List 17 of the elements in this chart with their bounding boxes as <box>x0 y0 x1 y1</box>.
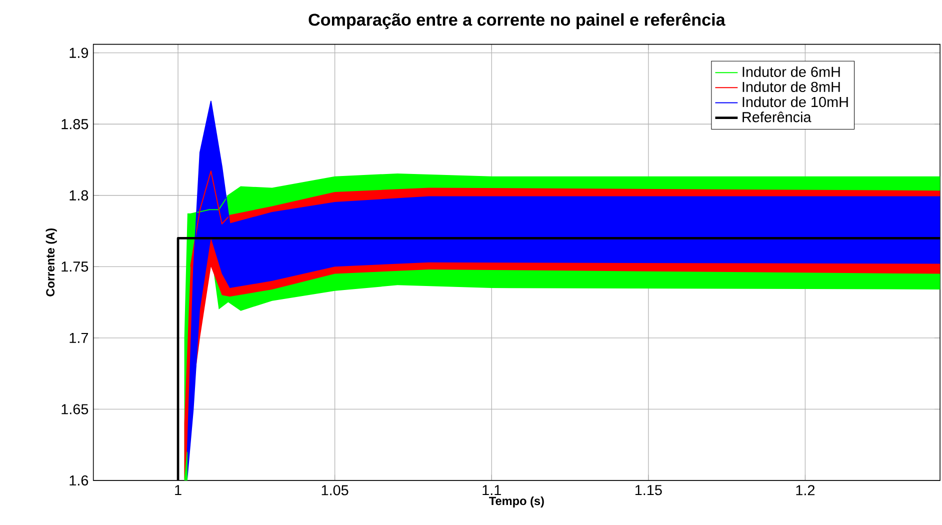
y-tick-label: 1.6 <box>70 475 88 486</box>
x-tick-label: 1.1 <box>482 485 501 496</box>
x-tick-label: 1.2 <box>796 485 815 496</box>
y-axis-title: Corrente (A) <box>46 228 57 296</box>
legend-label: Indutor de 8mH <box>742 82 840 92</box>
x-tick-label: 1.15 <box>635 485 662 496</box>
y-tick-label: 1.9 <box>70 48 88 58</box>
y-tick-label: 1.7 <box>70 333 88 344</box>
legend-label: Indutor de 6mH <box>742 66 840 78</box>
y-tick-label: 1.85 <box>62 119 88 130</box>
chart-title: Comparação entre a corrente no painel e referência <box>308 13 726 30</box>
y-tick-label: 1.65 <box>62 404 88 414</box>
y-tick-label: 1.75 <box>62 262 88 272</box>
x-axis-title: Tempo (s) <box>489 496 544 508</box>
x-tick-label: 1.05 <box>322 485 348 496</box>
x-tick-label: 1 <box>175 485 182 496</box>
y-tick-label: 1.8 <box>70 190 88 201</box>
